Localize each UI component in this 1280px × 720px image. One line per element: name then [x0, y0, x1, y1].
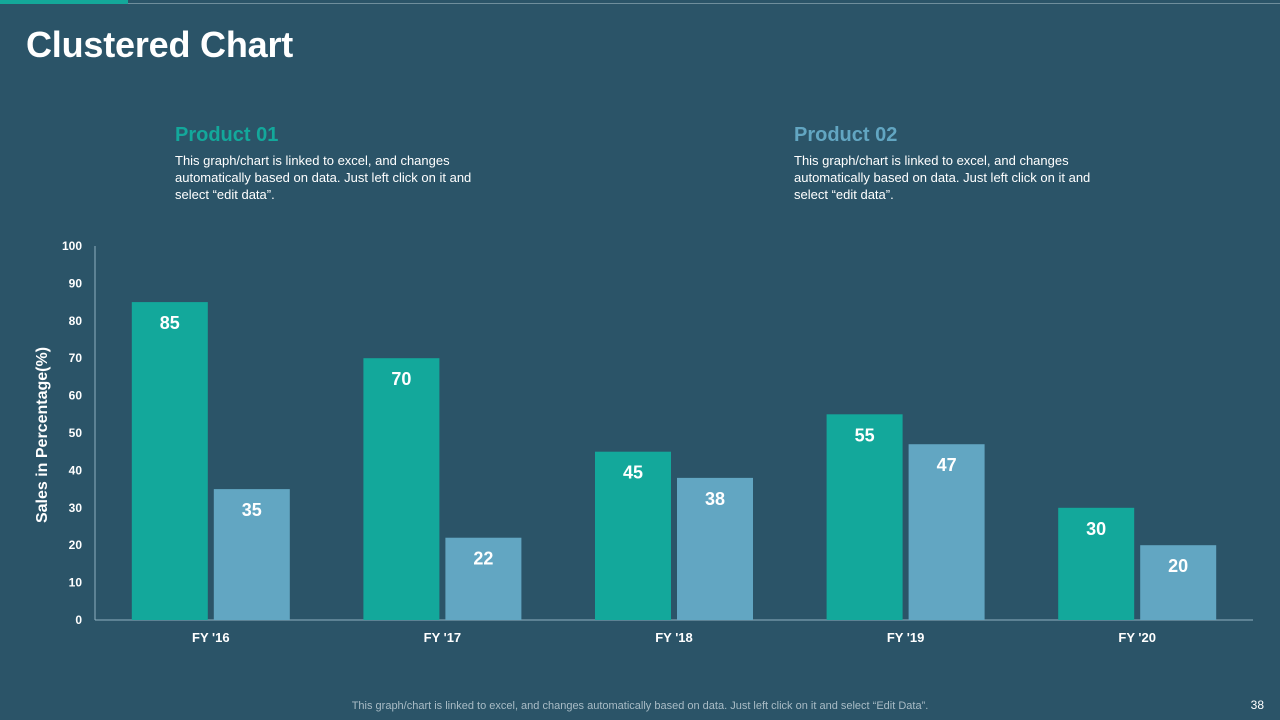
- y-tick-label: 60: [69, 389, 83, 403]
- bar-value-label: 30: [1086, 519, 1106, 539]
- bar-value-label: 45: [623, 463, 643, 483]
- legend-product-01-heading: Product 01: [175, 124, 279, 146]
- legend-product-01: Product 01 This graph/chart is linked to…: [175, 124, 495, 203]
- bar-value-label: 38: [705, 489, 725, 509]
- y-tick-label: 90: [69, 276, 83, 290]
- y-tick-label: 50: [69, 426, 83, 440]
- bar-value-label: 20: [1168, 556, 1188, 576]
- y-tick-label: 100: [62, 239, 82, 253]
- bar-value-label: 70: [391, 369, 411, 389]
- y-tick-label: 10: [69, 576, 83, 590]
- x-tick-label: FY '17: [424, 630, 462, 645]
- y-tick-label: 20: [69, 538, 83, 552]
- bar-product-02: [677, 477, 753, 620]
- legend-product-02-heading: Product 02: [794, 124, 898, 146]
- bar-product-02: [445, 537, 522, 620]
- accent-bar: [0, 0, 128, 4]
- bar-value-label: 35: [242, 500, 262, 520]
- slide-title: Clustered Chart: [26, 24, 294, 65]
- bar-product-01: [826, 414, 903, 620]
- bar-product-02: [1140, 545, 1217, 620]
- x-tick-label: FY '19: [887, 630, 925, 645]
- bar-product-01: [131, 302, 208, 620]
- legend-product-02: Product 02 This graph/chart is linked to…: [794, 124, 1114, 203]
- y-axis-title: Sales in Percentage(%): [34, 347, 51, 523]
- y-tick-label: 30: [69, 501, 83, 515]
- y-tick-label: 40: [69, 463, 83, 477]
- legend-product-01-description: This graph/chart is linked to excel, and…: [175, 153, 472, 202]
- y-tick-label: 80: [69, 314, 83, 328]
- x-tick-label: FY '18: [655, 630, 693, 645]
- page-number: 38: [1250, 698, 1264, 712]
- y-tick-label: 0: [75, 613, 82, 627]
- x-tick-label: FY '20: [1118, 630, 1156, 645]
- bar-product-01: [363, 358, 440, 620]
- bar-product-02: [213, 489, 290, 620]
- legend-product-02-description: This graph/chart is linked to excel, and…: [794, 153, 1091, 202]
- bar-product-02: [908, 444, 985, 620]
- x-tick-label: FY '16: [192, 630, 230, 645]
- bar-value-label: 47: [937, 455, 957, 475]
- bar-product-01: [1058, 507, 1135, 620]
- y-tick-label: 70: [69, 351, 83, 365]
- bar-value-label: 85: [160, 313, 180, 333]
- footer-note: This graph/chart is linked to excel, and…: [351, 700, 929, 712]
- bar-value-label: 22: [473, 549, 493, 569]
- top-rule: [128, 3, 1280, 4]
- bar-value-label: 55: [855, 425, 875, 445]
- bar-product-01: [595, 451, 671, 620]
